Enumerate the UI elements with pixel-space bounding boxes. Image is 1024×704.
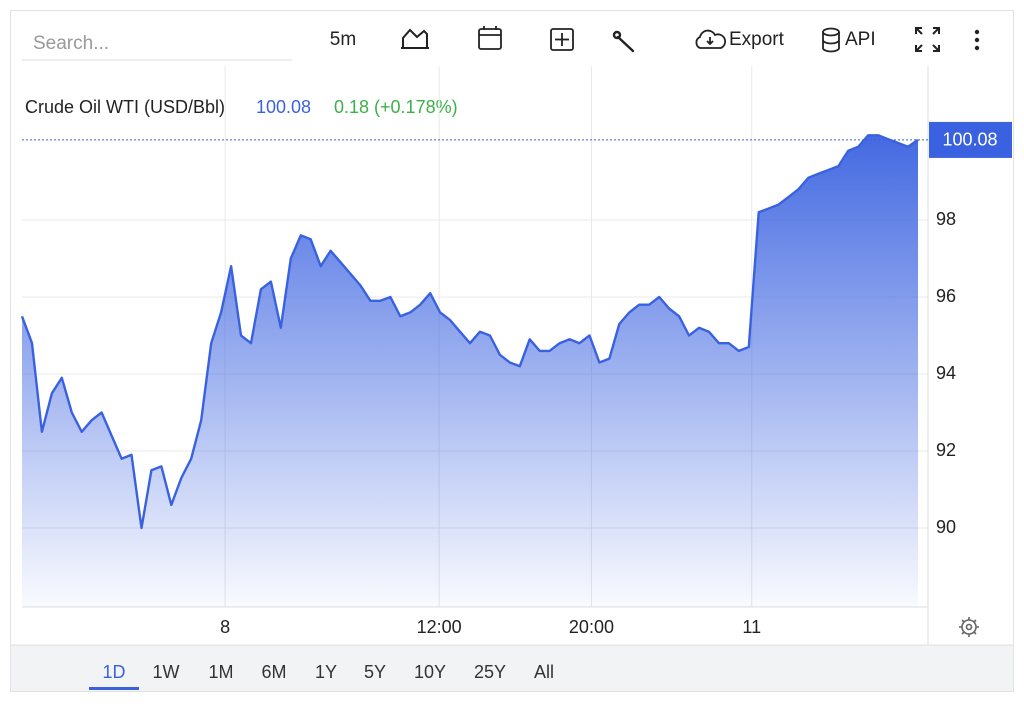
last-price: 100.08 — [256, 97, 311, 117]
export-button[interactable]: Export — [729, 29, 785, 50]
range-button[interactable]: 25Y — [474, 662, 506, 682]
api-button[interactable]: API — [845, 29, 876, 50]
range-button[interactable]: All — [534, 662, 554, 682]
fullscreen-icon[interactable] — [915, 27, 940, 52]
range-button[interactable]: 1Y — [315, 662, 337, 682]
interval-button[interactable]: 5m — [330, 29, 356, 50]
calendar-icon[interactable] — [478, 26, 502, 50]
price-change: 0.18 (+0.178%) — [334, 97, 458, 117]
chart-type-icon[interactable] — [401, 28, 429, 49]
range-button[interactable]: 5Y — [364, 662, 386, 682]
range-button[interactable]: 6M — [261, 662, 286, 682]
range-button[interactable]: 10Y — [414, 662, 446, 682]
export-icon[interactable] — [695, 29, 727, 49]
range-bar — [11, 645, 1013, 691]
y-tick-label: 96 — [936, 286, 956, 306]
gear-icon[interactable] — [959, 617, 979, 637]
more-menu-icon[interactable] — [974, 29, 980, 51]
x-tick-label: 11 — [742, 617, 761, 637]
active-range-underline — [89, 687, 139, 690]
settings-tool-icon[interactable] — [612, 30, 635, 53]
x-tick-label: 8 — [220, 617, 230, 637]
y-tick-label: 98 — [936, 209, 956, 229]
y-tick-label: 92 — [936, 440, 956, 460]
x-tick-label: 20:00 — [569, 617, 614, 637]
api-icon[interactable] — [822, 27, 840, 53]
y-tick-label: 90 — [936, 517, 956, 537]
range-button[interactable]: 1M — [208, 662, 233, 682]
search-input[interactable]: Search... — [33, 33, 109, 54]
last-price-badge — [929, 121, 1012, 158]
chart-title: Crude Oil WTI (USD/Bbl) — [25, 97, 225, 117]
area-fill — [22, 135, 918, 608]
add-indicator-icon[interactable] — [550, 28, 574, 51]
range-buttons: 1D 1W 1M 6M 1Y 5Y 10Y 25Y All — [89, 662, 554, 690]
range-button[interactable]: 1D — [102, 662, 125, 682]
y-tick-label: 94 — [936, 363, 956, 383]
range-button[interactable]: 1W — [153, 662, 180, 682]
plot: 90 92 94 96 98 8 12:00 20:00 11 100.08 — [20, 66, 1012, 645]
price-line — [20, 134, 919, 530]
last-price-label: 100.08 — [942, 130, 997, 150]
x-tick-label: 12:00 — [417, 617, 462, 637]
